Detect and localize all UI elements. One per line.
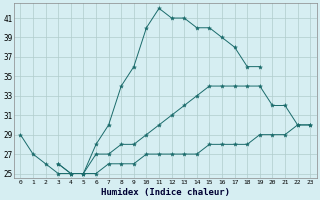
- X-axis label: Humidex (Indice chaleur): Humidex (Indice chaleur): [101, 188, 230, 197]
